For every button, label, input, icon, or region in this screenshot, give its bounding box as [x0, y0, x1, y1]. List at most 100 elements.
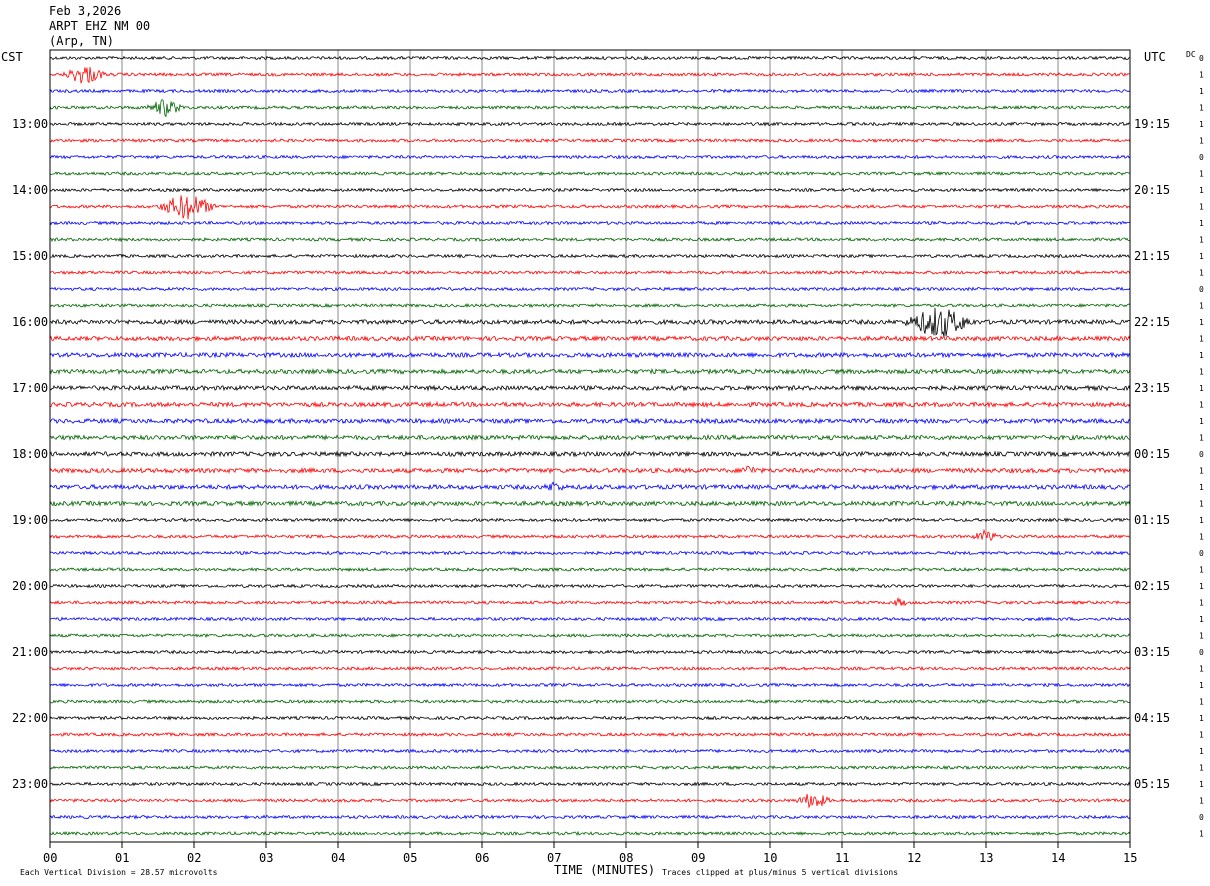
trace-line [49, 499, 1131, 508]
trace-line [49, 170, 1131, 177]
left-timezone-label: CST [1, 50, 23, 64]
right-hour-label: 05:15 [1134, 777, 1170, 791]
left-hour-label: 18:00 [12, 447, 48, 461]
left-hour-label: 23:00 [12, 777, 48, 791]
dc-label: DC [1186, 50, 1196, 59]
trace-line [49, 137, 1131, 144]
chart-date: Feb 3,2026 [49, 4, 122, 18]
scale-note: Each Vertical Division = 28.57 microvolt… [20, 868, 218, 877]
dc-offset-value: 0 [1199, 450, 1204, 459]
trace-line [49, 596, 1131, 607]
x-tick-label: 08 [619, 851, 633, 865]
x-tick-label: 09 [691, 851, 705, 865]
x-tick-label: 13 [979, 851, 993, 865]
dc-offset-value: 1 [1199, 120, 1204, 129]
trace-line [49, 566, 1131, 573]
right-hour-label: 00:15 [1134, 447, 1170, 461]
dc-offset-value: 0 [1199, 54, 1204, 63]
dc-offset-value: 1 [1199, 632, 1204, 641]
dc-offset-value: 1 [1199, 351, 1204, 360]
dc-offset-value: 0 [1199, 549, 1204, 558]
right-hour-label: 01:15 [1134, 513, 1170, 527]
trace-line [49, 465, 1131, 475]
trace-line [49, 400, 1131, 409]
dc-offset-value: 1 [1199, 87, 1204, 96]
dc-offset-value: 1 [1199, 269, 1204, 278]
dc-offset-value: 1 [1199, 137, 1204, 146]
trace-line [49, 187, 1130, 193]
left-hour-label: 13:00 [12, 117, 48, 131]
trace-line [49, 384, 1131, 392]
trace-line [49, 367, 1131, 376]
dc-offset-value: 1 [1199, 747, 1204, 756]
dc-offset-value: 1 [1199, 780, 1204, 789]
right-hour-label: 03:15 [1134, 645, 1170, 659]
trace-line [49, 417, 1131, 425]
right-timezone-label: UTC [1144, 50, 1166, 64]
x-tick-label: 06 [475, 851, 489, 865]
dc-offset-value: 1 [1199, 582, 1204, 591]
trace-line [49, 649, 1131, 655]
right-hour-label: 20:15 [1134, 183, 1170, 197]
trace-line [49, 351, 1131, 359]
dc-offset-value: 1 [1199, 483, 1204, 492]
dc-offset-value: 1 [1199, 665, 1204, 674]
trace-line [49, 286, 1131, 292]
dc-offset-value: 1 [1199, 615, 1204, 624]
trace-line [49, 220, 1131, 226]
dc-offset-value: 1 [1199, 731, 1204, 740]
x-tick-label: 10 [763, 851, 777, 865]
trace-line [49, 55, 1131, 61]
dc-offset-value: 1 [1199, 384, 1204, 393]
left-hour-label: 14:00 [12, 183, 48, 197]
trace-line [49, 334, 1131, 343]
trace-line [49, 67, 1131, 84]
trace-line [49, 433, 1131, 442]
trace-line [49, 830, 1131, 837]
dc-offset-value: 1 [1199, 714, 1204, 723]
right-hour-label: 22:15 [1134, 315, 1170, 329]
trace-line [49, 698, 1131, 705]
dc-offset-value: 1 [1199, 434, 1204, 443]
trace-line [49, 616, 1131, 622]
dc-offset-value: 1 [1199, 417, 1204, 426]
dc-offset-value: 1 [1199, 219, 1204, 228]
dc-offset-value: 0 [1199, 153, 1204, 162]
dc-offset-value: 1 [1199, 203, 1204, 212]
trace-line [49, 253, 1131, 259]
left-hour-label: 16:00 [12, 315, 48, 329]
trace-line [49, 481, 1131, 491]
dc-offset-value: 1 [1199, 170, 1204, 179]
trace-line [49, 121, 1131, 127]
dc-offset-value: 1 [1199, 104, 1204, 113]
x-tick-label: 00 [43, 851, 57, 865]
dc-offset-value: 1 [1199, 252, 1204, 261]
left-hour-label: 15:00 [12, 249, 48, 263]
trace-line [49, 794, 1131, 809]
dc-offset-value: 1 [1199, 516, 1204, 525]
dc-offset-value: 0 [1199, 285, 1204, 294]
dc-offset-value: 1 [1199, 401, 1204, 410]
x-tick-label: 11 [835, 851, 849, 865]
dc-offset-value: 1 [1199, 335, 1204, 344]
dc-offset-value: 1 [1199, 500, 1204, 509]
left-hour-label: 20:00 [12, 579, 48, 593]
trace-line [49, 748, 1131, 754]
trace-line [49, 450, 1131, 458]
dc-offset-value: 1 [1199, 368, 1204, 377]
dc-offset-value: 1 [1199, 566, 1204, 575]
trace-line [49, 236, 1131, 243]
trace-line [49, 270, 1131, 276]
trace-line [49, 154, 1131, 160]
dc-offset-value: 1 [1199, 797, 1204, 806]
trace-line [49, 517, 1131, 523]
traces [49, 55, 1131, 837]
trace-line [49, 764, 1131, 771]
x-tick-label: 12 [907, 851, 921, 865]
dc-offset-value: 1 [1199, 681, 1204, 690]
grid [49, 50, 1131, 848]
trace-line [49, 665, 1131, 671]
dc-offset-value: 1 [1199, 533, 1204, 542]
trace-line [49, 583, 1131, 589]
